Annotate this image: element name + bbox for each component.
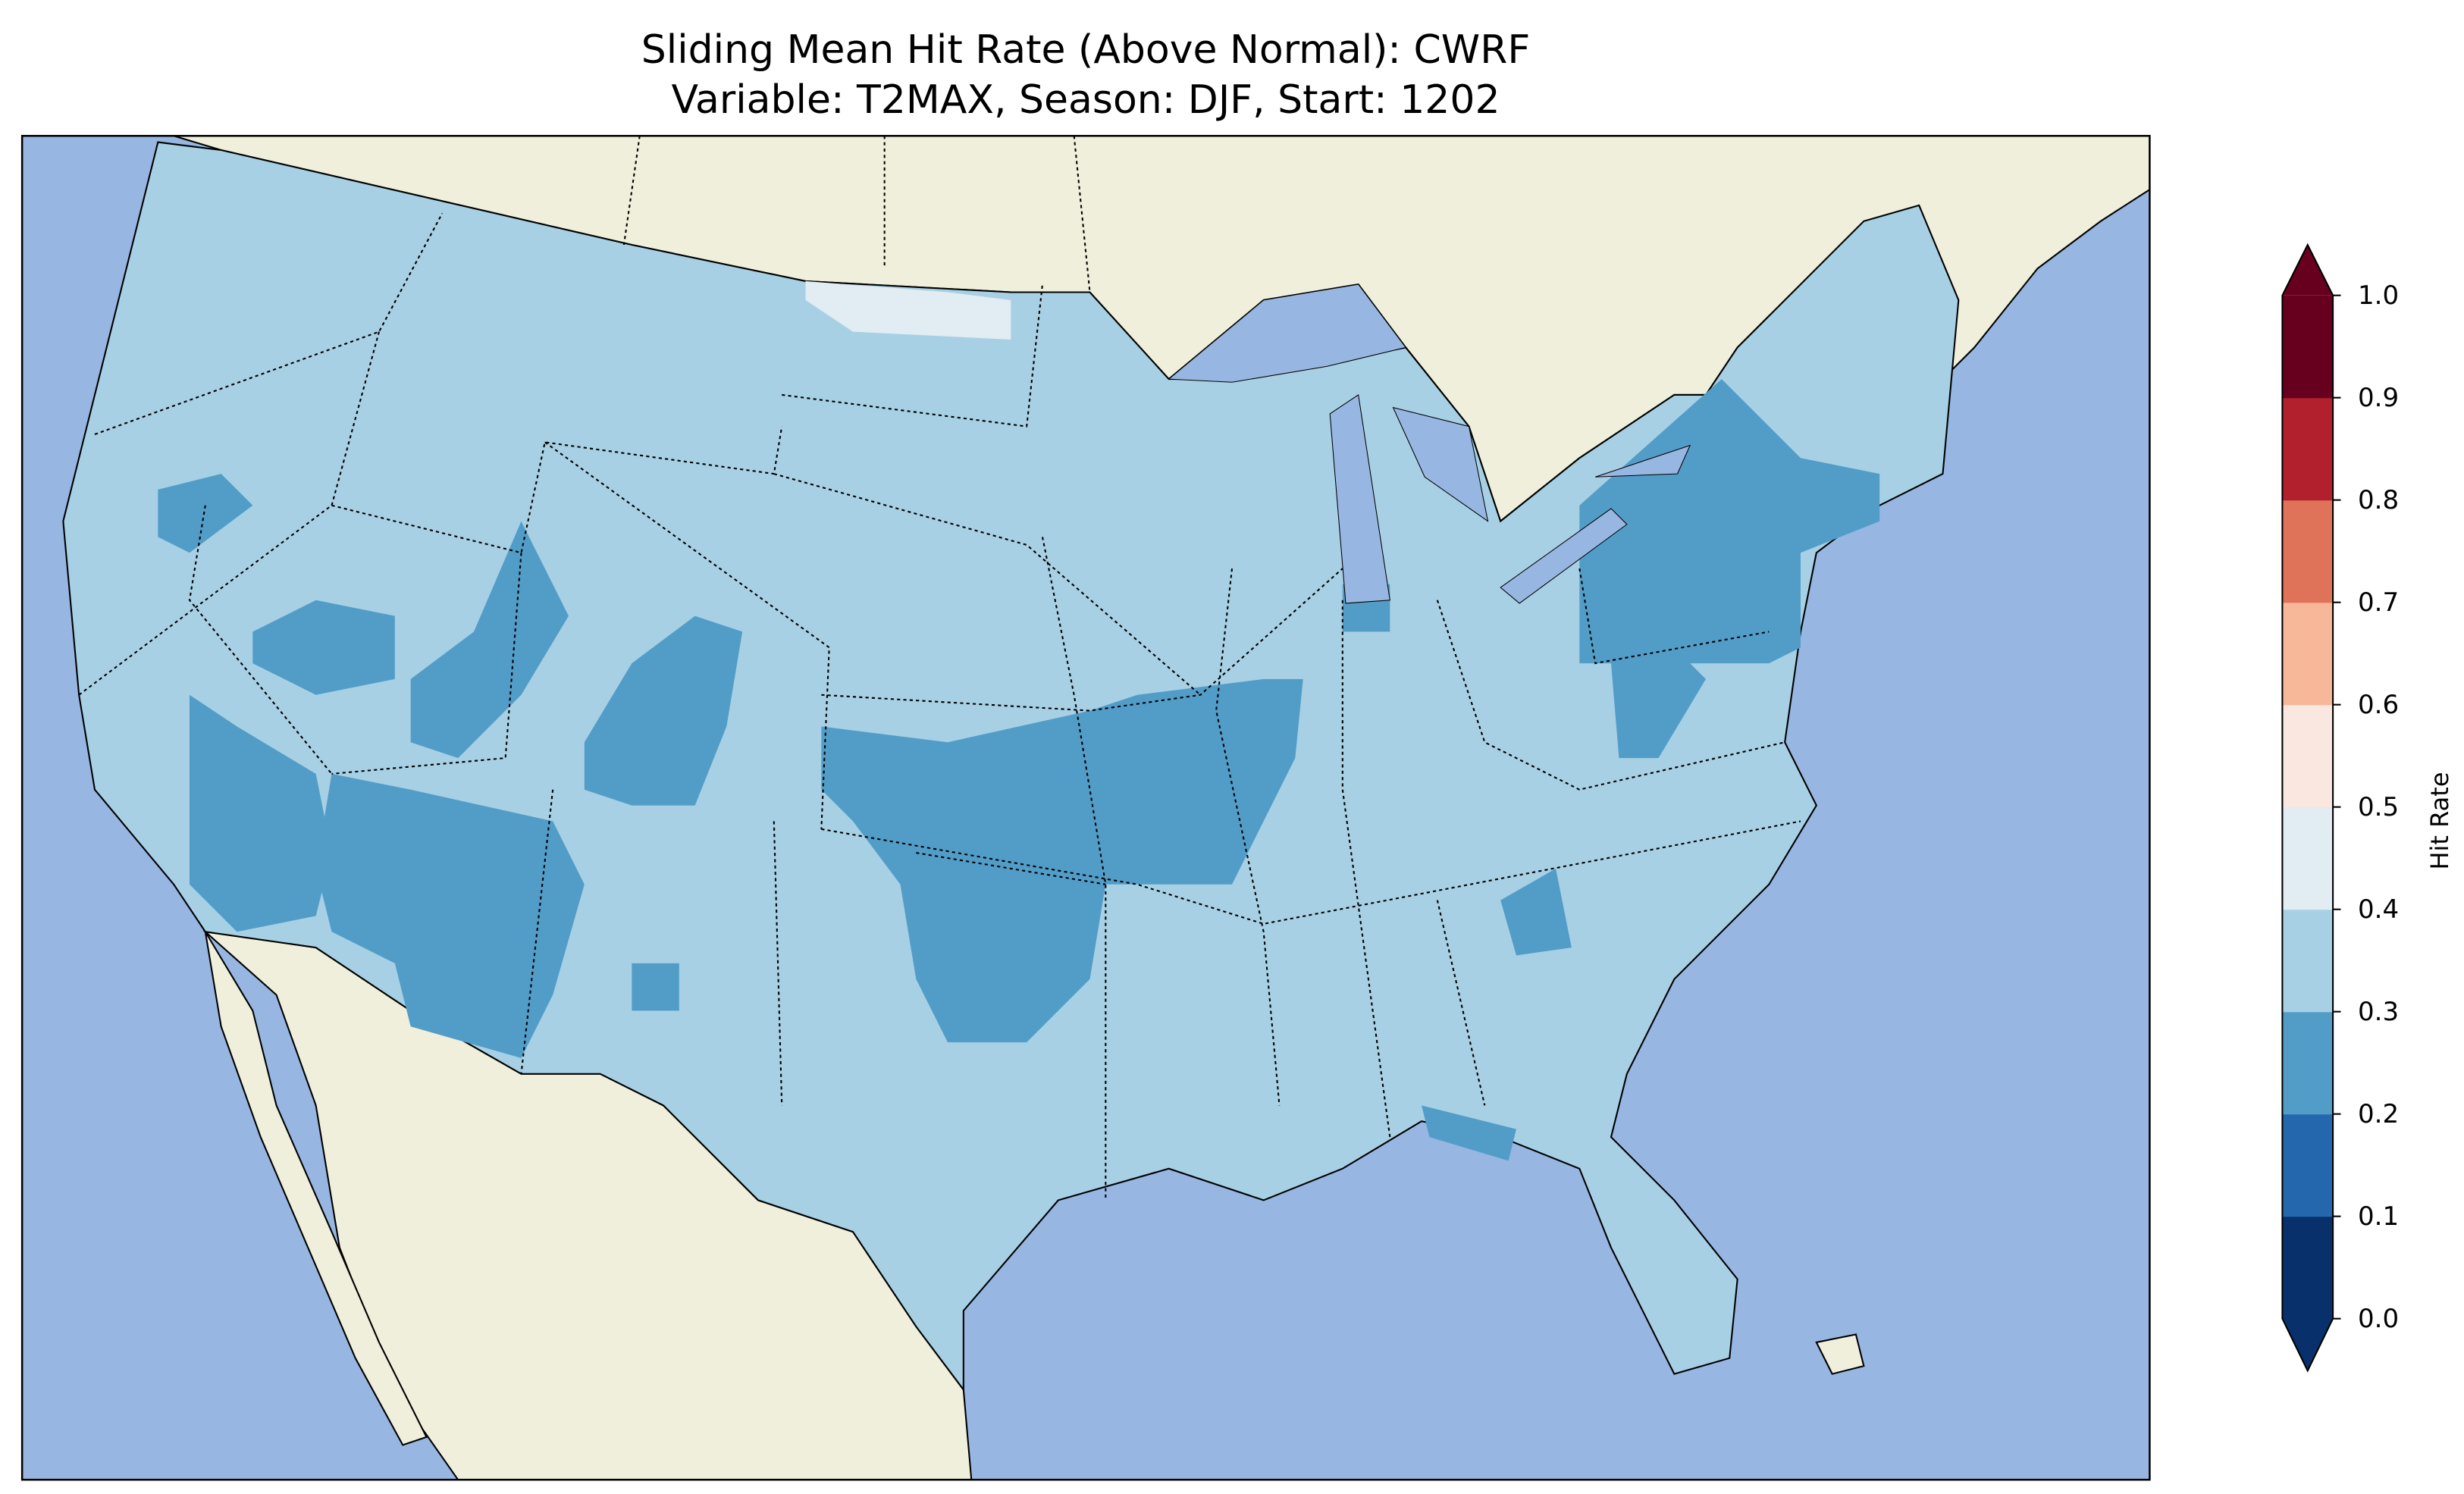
lake-superior	[1168, 283, 1407, 383]
colorbar-tick-label: 0.8	[2358, 484, 2400, 515]
colorbar-tick-label: 0.6	[2358, 689, 2400, 720]
patch-southwest	[315, 773, 585, 1058]
chart-subtitle: Variable: T2MAX, Season: DJF, Start: 120…	[671, 77, 1500, 123]
colorbar-label: Hit Rate	[2425, 772, 2454, 870]
colorbar-bin	[2282, 807, 2334, 910]
colorbar-bin	[2282, 1216, 2334, 1320]
colorbar-extend-min	[2282, 1318, 2334, 1371]
state-borders	[78, 136, 1801, 1201]
colorbar-tick-label: 1.0	[2358, 280, 2400, 311]
colorbar-tick-label: 0.0	[2358, 1303, 2400, 1334]
colorbar-tick-label: 0.2	[2358, 1098, 2400, 1129]
patch-nevada	[252, 600, 395, 695]
lake-erie	[1500, 508, 1628, 604]
colorbar-bin	[2282, 1011, 2334, 1115]
high-hit-rate-patch	[805, 280, 1011, 340]
patch-utah	[410, 521, 569, 759]
patch-southcarolina	[1500, 868, 1572, 956]
patch-plains	[821, 678, 1303, 1043]
colorbar-bin	[2282, 295, 2334, 399]
patch-northeast	[1579, 379, 1880, 664]
colorbar-bin	[2282, 1113, 2334, 1217]
low-hit-rate-patches	[158, 379, 1880, 1161]
lake-ontario	[1595, 444, 1691, 478]
patch-texas	[632, 963, 679, 1011]
patch-westvirginia	[1611, 647, 1706, 759]
patch-california	[190, 694, 332, 932]
patch-florida-panhandle	[1422, 1105, 1516, 1161]
colorbar-tick-label: 0.7	[2358, 587, 2400, 618]
lake-huron	[1392, 406, 1489, 522]
colorbar-bin	[2282, 704, 2334, 808]
great-lakes	[1168, 283, 1691, 604]
chart-title: Sliding Mean Hit Rate (Above Normal): CW…	[641, 27, 1531, 73]
colorbar-tick-label: 0.9	[2358, 382, 2400, 413]
colorbar-bin	[2282, 909, 2334, 1013]
colorbar-bin	[2282, 602, 2334, 706]
colorbar-bin	[2282, 397, 2334, 501]
colorbar	[2281, 243, 2341, 1373]
colorbar-bin	[2282, 500, 2334, 603]
colorbar-tick-label: 0.4	[2358, 894, 2400, 925]
map-frame	[20, 135, 2151, 1481]
colorbar-extend-max	[2282, 245, 2334, 296]
baja-land	[204, 931, 428, 1446]
patch-oregon	[158, 474, 253, 553]
colorbar-tick-label: 0.1	[2358, 1201, 2400, 1232]
patch-colorado	[584, 615, 743, 806]
colorbar-tick-label: 0.5	[2358, 791, 2400, 822]
cuba-land	[1815, 1333, 1865, 1375]
colorbar-tick-label: 0.3	[2358, 996, 2400, 1027]
lake-michigan	[1329, 394, 1390, 604]
